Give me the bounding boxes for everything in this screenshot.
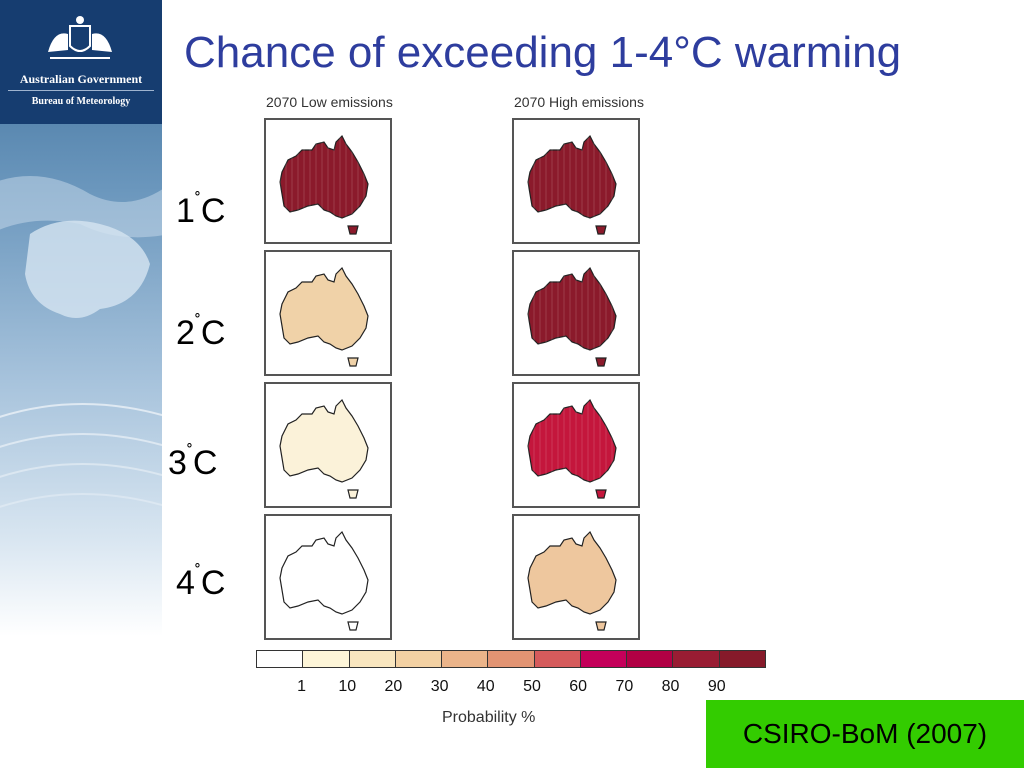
brand-divider <box>8 90 154 91</box>
tasmania-shape <box>347 489 359 499</box>
degree-sign: ˚ <box>186 441 193 462</box>
legend-tick-label: 20 <box>384 678 403 695</box>
row-label-1: 1˚C <box>176 189 226 231</box>
row-label-unit: C <box>200 314 226 352</box>
australia-map <box>279 398 369 499</box>
legend-tick-label: 60 <box>569 678 588 695</box>
source-credit: CSIRO-BoM (2007) <box>706 700 1024 768</box>
australia-map <box>279 266 369 367</box>
legend-swatch <box>534 651 581 667</box>
row-label-number: 2 <box>176 314 195 352</box>
australia-map <box>527 134 617 235</box>
legend-tick-label: 10 <box>338 678 357 695</box>
tasmania-shape <box>347 621 359 631</box>
decorative-globe-map <box>0 176 162 508</box>
row-label-number: 1 <box>176 192 195 230</box>
government-logo: Australian Government Bureau of Meteorol… <box>0 0 162 124</box>
degree-sign: ˚ <box>194 189 201 210</box>
map-1c-low <box>264 118 392 244</box>
legend-title: Probability % <box>442 709 536 726</box>
legend-tick-label: 30 <box>430 678 449 695</box>
row-label-2: 2˚C <box>176 311 226 353</box>
degree-sign: ˚ <box>194 311 201 332</box>
row-label-3: 3˚C <box>168 441 218 483</box>
tasmania-shape <box>595 357 607 367</box>
tasmania-shape <box>595 621 607 631</box>
tasmania-shape <box>347 225 359 235</box>
mainland-shape <box>279 266 369 351</box>
column-header-high: 2070 High emissions <box>514 94 644 110</box>
row-label-unit: C <box>192 444 218 482</box>
map-1c-high <box>512 118 640 244</box>
sidebar-branding: Australian Government Bureau of Meteorol… <box>0 0 162 636</box>
brand-line-2: Bureau of Meteorology <box>31 96 131 107</box>
legend-swatch <box>303 651 350 667</box>
mainland-shape <box>279 398 369 483</box>
map-4c-high <box>512 514 640 640</box>
column-header-low: 2070 Low emissions <box>266 94 393 110</box>
map-4c-low <box>264 514 392 640</box>
australia-map <box>527 266 617 367</box>
legend-swatch <box>257 651 304 667</box>
map-3c-high <box>512 382 640 508</box>
mainland-shape <box>527 398 617 483</box>
legend-swatch <box>580 651 628 667</box>
coat-of-arms-icon <box>48 16 112 59</box>
mainland-shape <box>527 266 617 351</box>
degree-sign: ˚ <box>194 561 201 582</box>
legend-swatch <box>442 651 489 667</box>
row-label-unit: C <box>200 192 226 230</box>
legend-swatch <box>349 651 396 667</box>
mainland-shape <box>527 134 617 219</box>
tasmania-shape <box>595 225 607 235</box>
row-label-4: 4˚C <box>176 561 226 603</box>
mainland-shape <box>279 134 369 219</box>
brand-line-1: Australian Government <box>19 72 143 86</box>
legend-tick-label: 40 <box>476 678 495 695</box>
legend-tick-label: 70 <box>615 678 634 695</box>
map-3c-low <box>264 382 392 508</box>
australia-map <box>279 530 369 631</box>
slide-title: Chance of exceeding 1-4°C warming <box>184 28 902 77</box>
map-2c-high <box>512 250 640 376</box>
legend-swatch <box>395 651 443 667</box>
tasmania-shape <box>595 489 607 499</box>
mainland-shape <box>279 530 369 615</box>
legend-swatch <box>673 651 720 667</box>
australia-map <box>527 530 617 631</box>
australia-map <box>527 398 617 499</box>
legend-tick-label: 80 <box>661 678 680 695</box>
legend-tick-label: 90 <box>707 678 726 695</box>
legend-swatch <box>627 651 674 667</box>
mainland-shape <box>527 530 617 615</box>
legend-swatch <box>719 651 765 667</box>
probability-color-bar <box>256 650 766 668</box>
australia-map <box>279 134 369 235</box>
tasmania-shape <box>347 357 359 367</box>
map-2c-low <box>264 250 392 376</box>
row-label-unit: C <box>200 564 226 602</box>
legend-tick-label: 50 <box>523 678 541 695</box>
legend-tick-label: 1 <box>297 678 307 695</box>
legend-swatch <box>488 651 535 667</box>
row-label-number: 3 <box>168 444 187 482</box>
row-label-number: 4 <box>176 564 195 602</box>
